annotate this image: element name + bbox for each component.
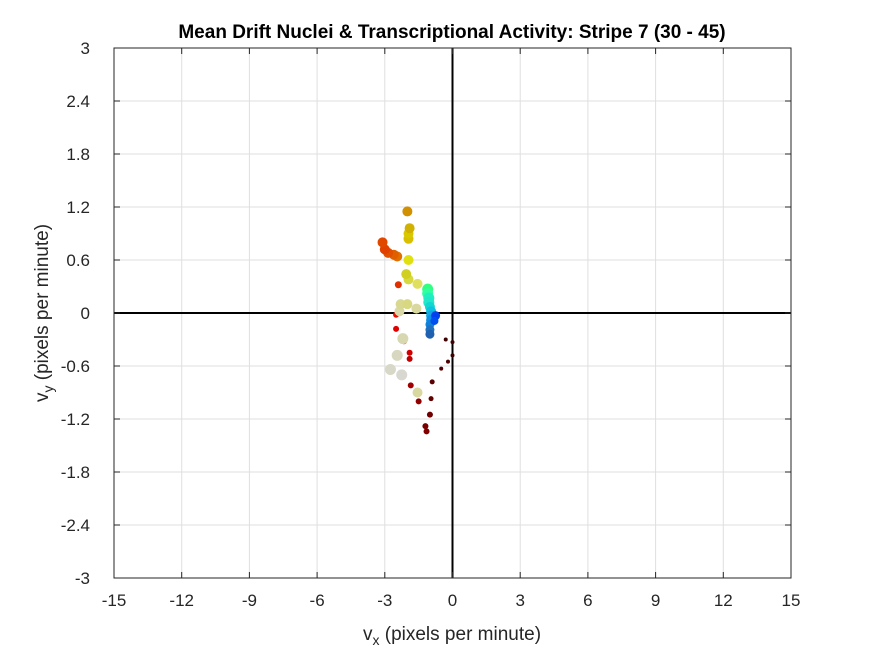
data-point [415,398,422,405]
data-point [377,237,388,248]
x-tick-label: -12 [169,591,194,610]
data-point [401,269,412,280]
x-axis-label: vx (pixels per minute) [363,624,541,648]
x-tick-labels: -15 -12 -9 -6 -3 0 3 6 9 12 15 [102,48,801,610]
x-tick-label: 3 [515,591,524,610]
x-tick-label: -6 [310,591,325,610]
y-tick-label: 3 [81,39,90,58]
data-point [426,411,433,418]
data-point [412,387,423,398]
x-tick-label: 12 [714,591,733,610]
data-point [439,366,444,371]
data-point [403,255,414,265]
y-axis-label: vy (pixels per minute) [32,224,56,402]
data-point [404,223,415,234]
y-tick-label: -0.6 [61,357,90,376]
data-point [402,206,413,217]
y-axis-label-rest: (pixels per minute) [32,224,53,386]
x-axis-label-main: v [363,624,373,645]
data-point [445,359,450,364]
data-point [422,423,429,430]
x-tick-label: 6 [583,591,592,610]
data-points [377,206,455,435]
x-tick-label: 9 [651,591,660,610]
data-point [412,278,423,289]
data-point [425,329,435,339]
data-point [428,396,434,402]
x-tick-label: 15 [782,591,801,610]
data-point [429,379,435,385]
x-tick-label: 0 [448,591,457,610]
data-point [391,349,403,361]
data-point [397,333,409,345]
x-tick-label: -3 [377,591,392,610]
data-point [450,340,455,345]
data-point [406,349,413,356]
y-tick-label: 0 [81,304,90,323]
chart-title: Mean Drift Nuclei & Transcriptional Acti… [178,22,725,43]
y-tick-label: -1.2 [61,410,90,429]
y-tick-label: 1.8 [66,145,90,164]
y-axis-label-main: v [32,392,53,402]
y-tick-label: -3 [75,569,90,588]
x-axis-label-subscript: x [372,632,379,648]
y-axis-label-subscript: y [40,386,56,393]
y-tick-label: -2.4 [61,516,90,535]
data-point [384,364,396,376]
y-tick-label: -1.8 [61,463,90,482]
data-point [443,337,448,342]
x-tick-label: -9 [242,591,257,610]
y-tick-labels: -3 -2.4 -1.8 -1.2 -0.6 0 0.6 1.2 1.8 2.4 3 [61,39,791,588]
data-point [423,428,430,435]
data-point [394,281,402,289]
data-point [407,382,414,389]
x-tick-label: -15 [102,591,127,610]
zero-axes [114,48,791,578]
data-point [450,353,455,358]
data-point [396,369,408,381]
data-point [411,303,422,314]
x-axis-label-rest: (pixels per minute) [379,624,541,645]
y-tick-label: 0.6 [66,251,90,270]
data-point [393,325,400,332]
data-point [430,316,439,325]
data-point [402,299,413,310]
data-point [406,355,413,362]
y-tick-label: 1.2 [66,198,90,217]
y-tick-label: 2.4 [66,92,90,111]
